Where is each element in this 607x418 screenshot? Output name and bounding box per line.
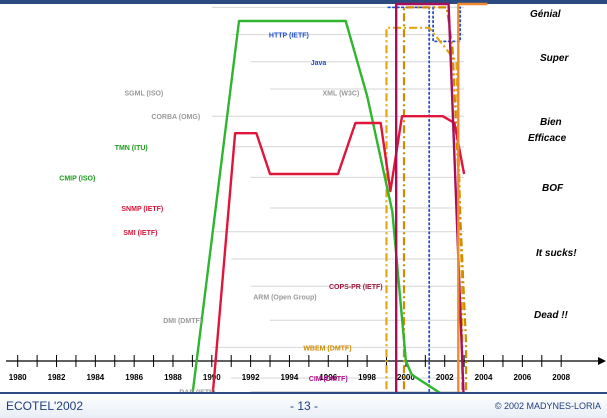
dotted-series-line bbox=[432, 6, 462, 43]
rating-label: Efficace bbox=[528, 133, 567, 144]
x-tick-label: 1998 bbox=[358, 373, 376, 382]
rating-label: Super bbox=[540, 53, 569, 64]
x-tick-label: 2002 bbox=[436, 373, 454, 382]
protocol-label: ARM (Open Group) bbox=[253, 294, 316, 301]
protocol-label: SNMP (IETF) bbox=[121, 206, 163, 213]
x-tick-label: 2000 bbox=[397, 373, 415, 382]
rating-label: Bien bbox=[540, 117, 562, 128]
x-tick-label: 1982 bbox=[48, 373, 66, 382]
footer-event-name: ECOTEL'2002 bbox=[6, 399, 83, 413]
series-line bbox=[395, 2, 465, 392]
series-line bbox=[191, 19, 441, 392]
top-rule bbox=[0, 0, 607, 4]
x-tick-label: 1992 bbox=[242, 373, 260, 382]
x-tick-label: 1994 bbox=[281, 373, 299, 382]
dashed-series-line bbox=[402, 6, 468, 392]
x-tick-label: 2006 bbox=[513, 373, 531, 382]
footer-page-number: - 13 - bbox=[290, 399, 319, 413]
protocol-label: HTTP (IETF) bbox=[269, 33, 309, 40]
protocol-label: DAP (IETF) bbox=[179, 390, 215, 392]
x-tick-label: 1986 bbox=[125, 373, 143, 382]
protocol-label: SGML (ISO) bbox=[125, 90, 164, 97]
x-axis-arrowhead bbox=[598, 357, 606, 365]
series-line bbox=[211, 115, 466, 392]
footer-band bbox=[0, 392, 607, 418]
protocol-timeline-chart: 1980 1982 1984 1986 1988 1990 1992 1994 1996 1998… bbox=[6, 2, 606, 392]
rating-label: BOF bbox=[542, 183, 564, 194]
rating-label: Génial bbox=[530, 9, 561, 20]
series-line bbox=[457, 2, 488, 392]
protocol-label: WBEM (DMTF) bbox=[303, 345, 351, 352]
protocol-label: SMI (IETF) bbox=[123, 230, 157, 237]
protocol-label: TMN (ITU) bbox=[115, 145, 148, 152]
x-tick-label: 2008 bbox=[552, 373, 570, 382]
x-tick-label: 2004 bbox=[475, 373, 493, 382]
footer-rule bbox=[0, 392, 607, 394]
protocol-label: DMI (DMTF) bbox=[163, 318, 202, 325]
x-tick-label: 1980 bbox=[9, 373, 27, 382]
protocol-label: COPS-PR (IETF) bbox=[329, 284, 383, 291]
x-tick-label: 1984 bbox=[86, 373, 104, 382]
x-tick-label: 1996 bbox=[319, 373, 337, 382]
x-tick-label: 1990 bbox=[203, 373, 221, 382]
protocol-label: CMIP (ISO) bbox=[59, 175, 95, 182]
protocol-label: CORBA (OMG) bbox=[151, 114, 200, 121]
protocol-label: CIM (DMTF) bbox=[309, 376, 348, 383]
dotted-series-line bbox=[387, 6, 431, 392]
x-tick-label: 1988 bbox=[164, 373, 182, 382]
footer-copyright: © 2002 MADYNES-LORIA bbox=[494, 401, 601, 411]
protocol-label: XML (W3C) bbox=[323, 90, 360, 97]
rating-label: It sucks! bbox=[536, 248, 577, 259]
rating-label: Dead !! bbox=[534, 310, 569, 321]
protocol-label: Java bbox=[311, 60, 327, 67]
